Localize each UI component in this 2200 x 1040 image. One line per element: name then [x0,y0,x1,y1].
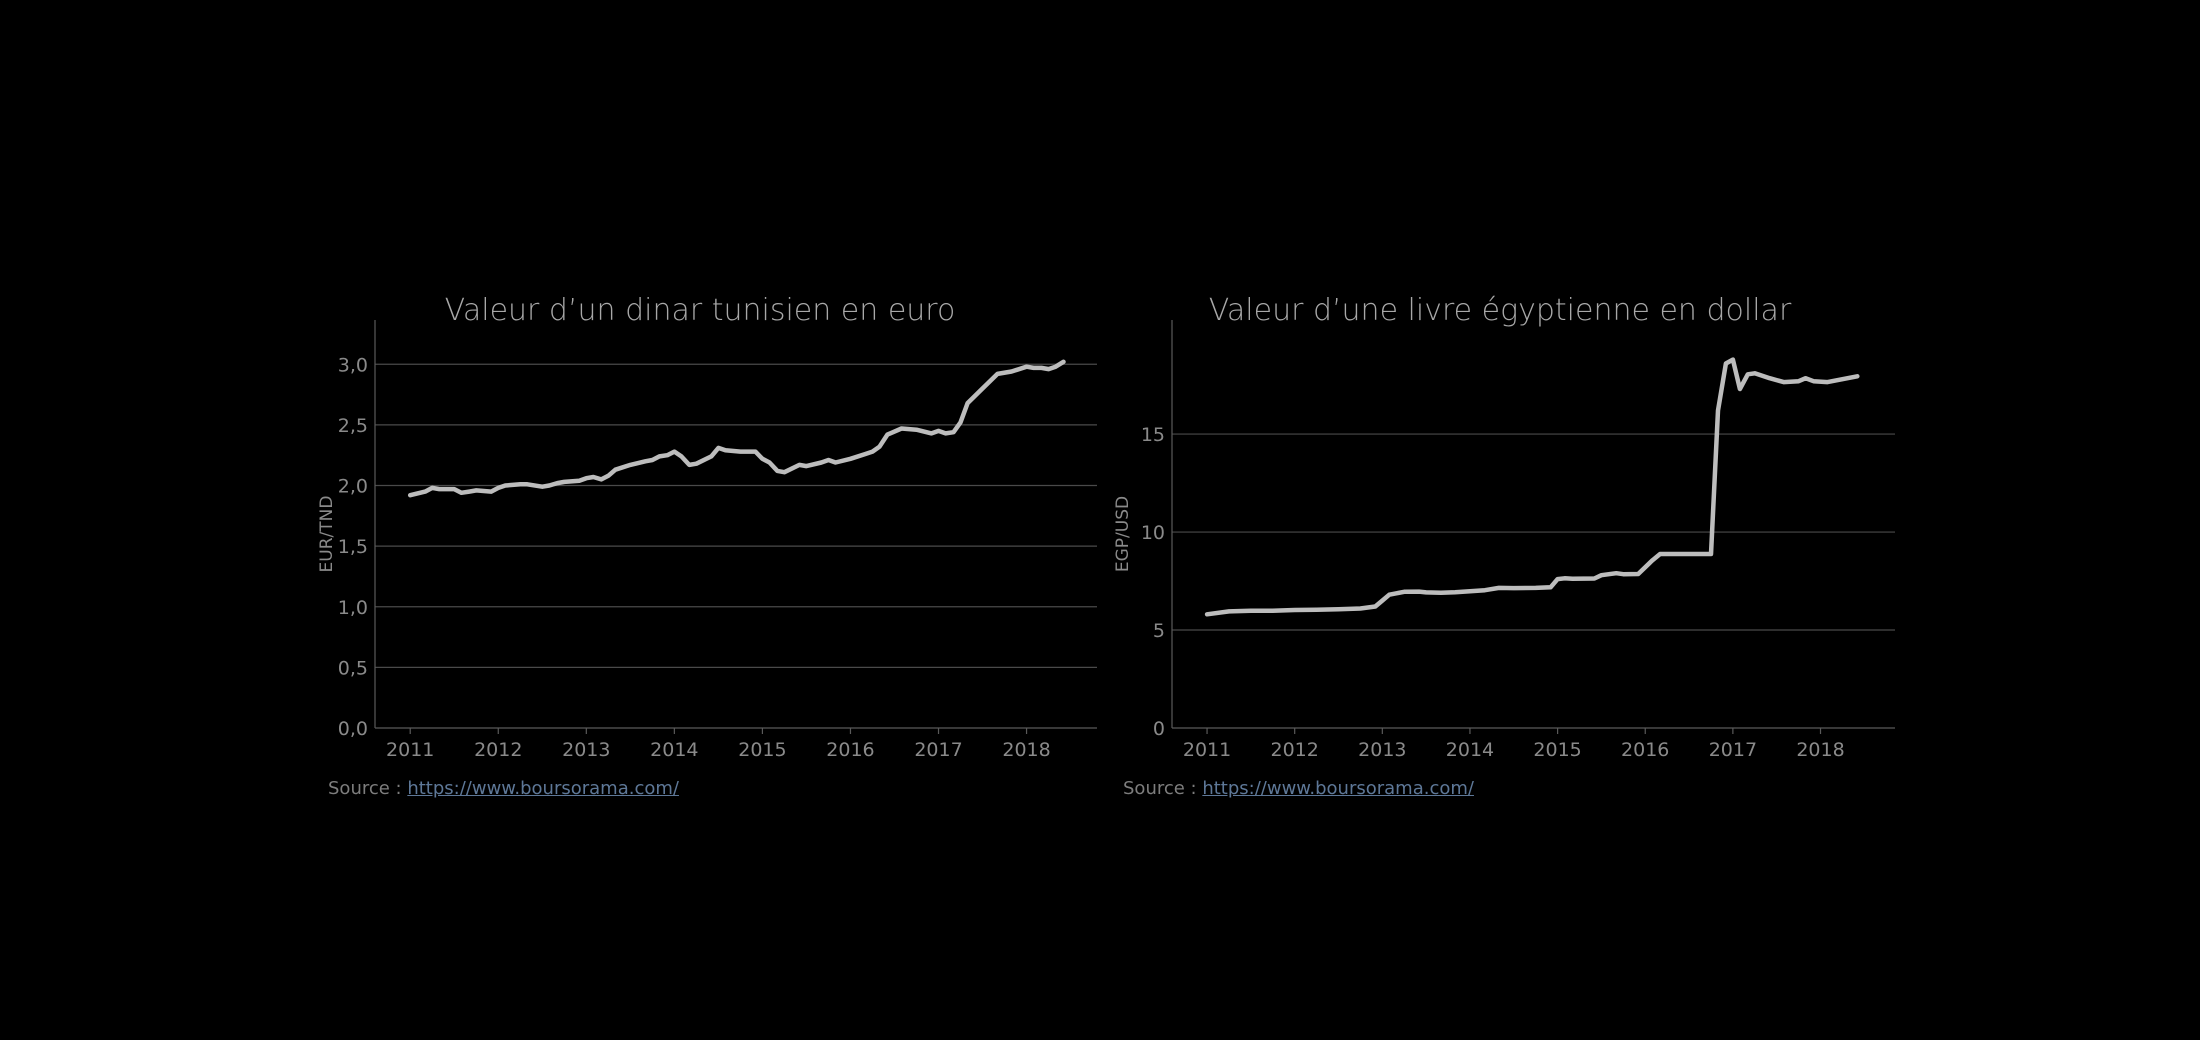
y-axis-label: EGP/USD [1113,496,1133,572]
x-tick-label: 2012 [474,739,522,761]
x-tick-label: 2015 [738,739,786,761]
series-line [1204,357,1860,617]
x-tick-label: 2014 [650,739,698,761]
y-tick-label: 15 [1141,424,1165,446]
y-tick-label: 0,5 [338,657,368,679]
y-tick-label: 0,0 [338,718,368,740]
y-tick-label: 10 [1141,522,1165,544]
y-tick-label: 3,0 [338,354,368,376]
source-link[interactable]: https://www.boursorama.com/ [407,778,679,799]
x-tick-label: 2014 [1446,739,1494,761]
y-tick-label: 2,5 [338,415,368,437]
y-tick-label: 1,5 [338,536,368,558]
chart-eur-tnd: Valeur d’un dinar tunisien en euro 0,0 0,5… [317,293,1097,761]
x-tick-label: 2013 [562,739,610,761]
x-tick-label: 2013 [1358,739,1406,761]
x-tick-label: 2016 [1621,739,1669,761]
chart-panel-eur-tnd: Valeur d’un dinar tunisien en euro 0,0 0,5… [310,280,1130,820]
source-prefix: Source : [1123,778,1197,799]
y-tick-label: 5 [1153,620,1165,642]
x-tick-label: 2012 [1271,739,1319,761]
source-line: Source : https://www.boursorama.com/ [328,778,679,799]
series-line [407,359,1066,498]
source-link[interactable]: https://www.boursorama.com/ [1202,778,1474,799]
x-tick-label: 2018 [1796,739,1844,761]
y-tick-label: 1,0 [338,597,368,619]
x-tick-label: 2018 [1002,739,1050,761]
y-tick-label: 2,0 [338,476,368,498]
source-line: Source : https://www.boursorama.com/ [1123,778,1474,799]
x-tick-label: 2015 [1533,739,1581,761]
x-tick-label: 2017 [914,739,962,761]
chart-panel-egp-usd: Valeur d’une livre égyptienne en dollar 0… [1105,280,1925,820]
chart-egp-usd: Valeur d’une livre égyptienne en dollar 0… [1113,293,1895,761]
chart-title: Valeur d’une livre égyptienne en dollar [1209,293,1792,328]
x-tick-label: 2016 [826,739,874,761]
chart-title: Valeur d’un dinar tunisien en euro [445,293,956,328]
x-tick-label: 2011 [386,739,434,761]
y-axis-label: EUR/TND [317,496,337,573]
source-prefix: Source : [328,778,402,799]
x-tick-label: 2011 [1183,739,1231,761]
y-tick-label: 0 [1153,718,1165,740]
x-tick-label: 2017 [1709,739,1757,761]
